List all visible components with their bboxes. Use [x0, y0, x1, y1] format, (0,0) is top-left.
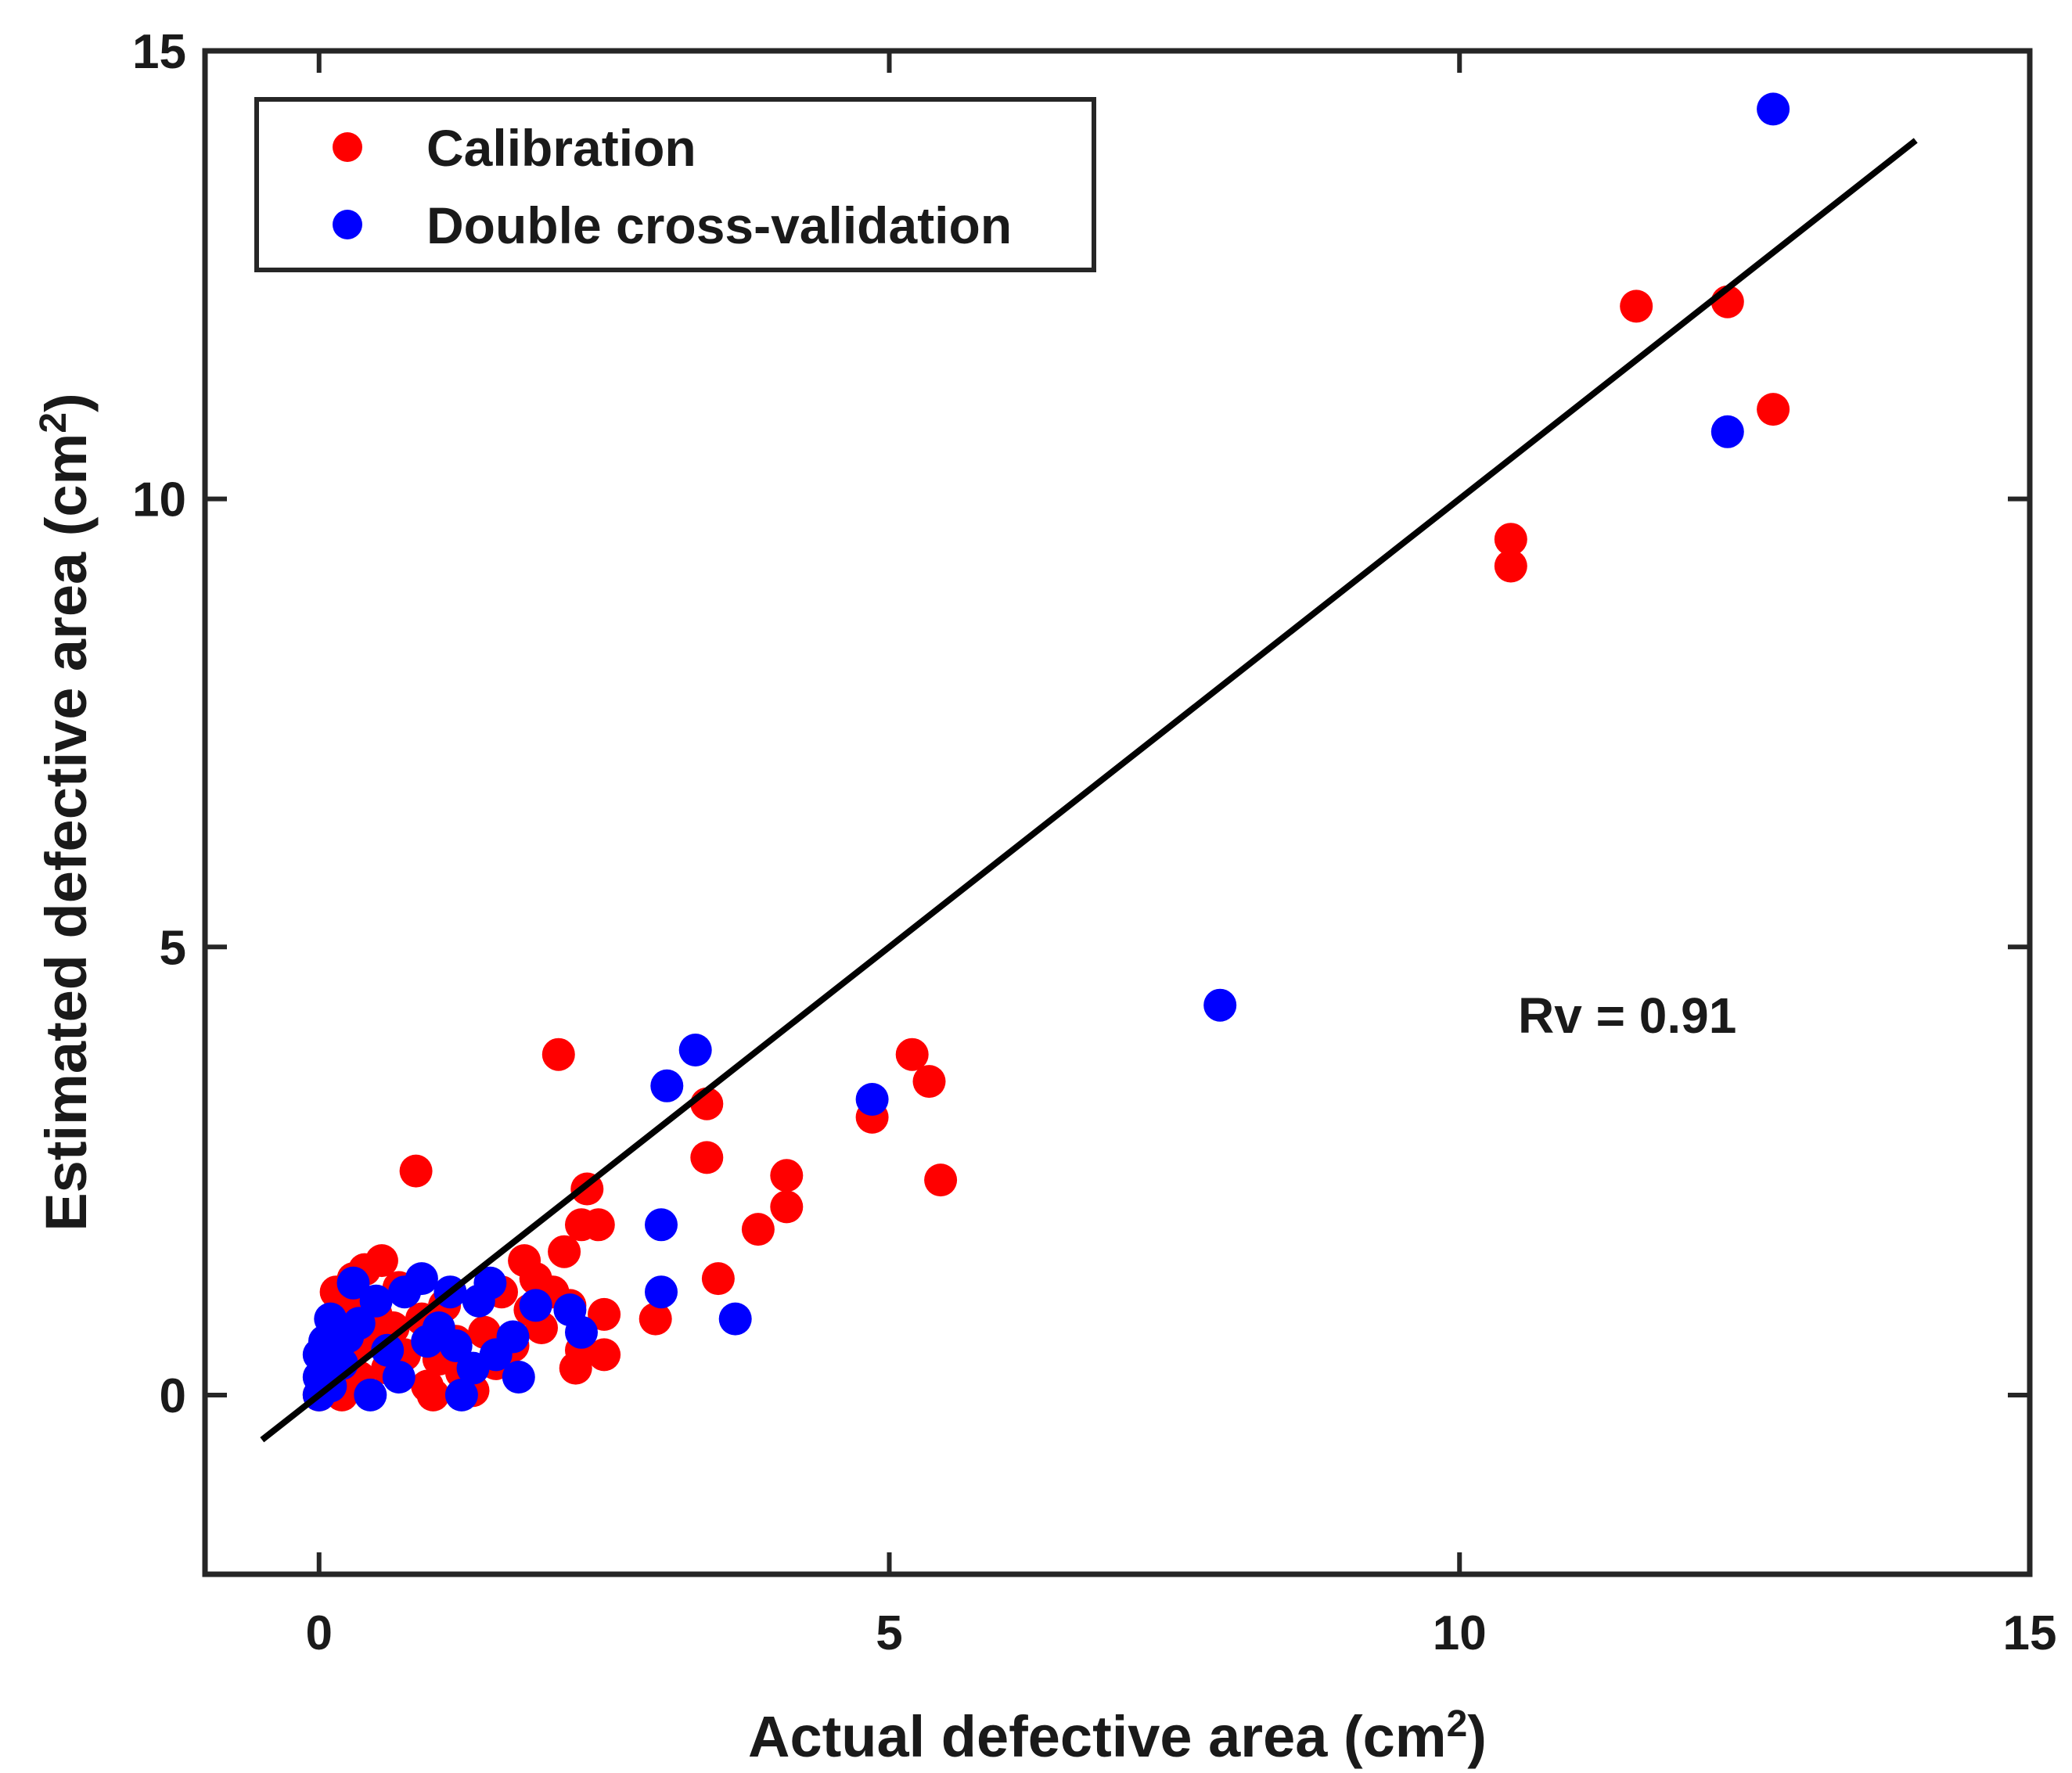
point-calibration: [1620, 290, 1653, 323]
plot-frame: [202, 48, 2033, 1577]
legend-label-double-cross-validation: Double cross-validation: [426, 196, 1012, 254]
fit-line: [260, 138, 1918, 1443]
legend-label-calibration: Calibration: [426, 119, 696, 177]
point-calibration: [701, 1262, 735, 1296]
point-double-cross-validation: [565, 1315, 598, 1349]
point-double-cross-validation: [496, 1320, 530, 1354]
point-calibration: [581, 1208, 615, 1242]
point-double-cross-validation: [718, 1302, 752, 1336]
point-double-cross-validation: [439, 1329, 473, 1362]
x-tick-label: 10: [1433, 1606, 1487, 1660]
point-calibration: [1494, 523, 1527, 556]
point-double-cross-validation: [444, 1378, 478, 1412]
point-calibration: [1494, 549, 1527, 583]
point-calibration: [770, 1190, 804, 1224]
point-calibration: [399, 1154, 433, 1188]
point-calibration: [541, 1038, 575, 1071]
point-double-cross-validation: [1203, 988, 1237, 1022]
legend-marker-calibration: [333, 132, 362, 162]
x-tick-label: 5: [876, 1606, 902, 1660]
point-double-cross-validation: [473, 1266, 507, 1300]
ticks-layer: 0 5 10 15 0 5 10 15: [132, 25, 2056, 1660]
x-tick-label: 15: [2003, 1606, 2057, 1660]
point-calibration: [416, 1378, 450, 1412]
point-double-cross-validation: [354, 1378, 387, 1412]
point-calibration: [365, 1244, 398, 1278]
point-calibration: [912, 1065, 946, 1099]
point-calibration: [639, 1302, 672, 1336]
points-layer: [302, 92, 1790, 1412]
point-double-cross-validation: [336, 1266, 370, 1300]
point-double-cross-validation: [1710, 415, 1744, 448]
x-tick-label: 0: [306, 1606, 333, 1660]
point-calibration: [690, 1141, 724, 1174]
point-calibration: [588, 1338, 621, 1372]
point-double-cross-validation: [371, 1333, 405, 1367]
point-double-cross-validation: [645, 1275, 678, 1309]
point-calibration: [741, 1213, 775, 1246]
point-double-cross-validation: [382, 1361, 415, 1394]
point-calibration: [895, 1038, 929, 1071]
point-double-cross-validation: [519, 1289, 552, 1322]
point-double-cross-validation: [405, 1262, 438, 1296]
point-double-cross-validation: [1757, 92, 1790, 126]
point-double-cross-validation: [342, 1307, 376, 1340]
point-calibration: [588, 1297, 621, 1331]
y-tick-label: 5: [160, 921, 186, 975]
legend-box: [254, 97, 1096, 272]
point-double-cross-validation: [359, 1284, 393, 1318]
y-axis-label: Estimated defective area (cm2): [33, 393, 99, 1231]
point-calibration: [548, 1235, 581, 1268]
x-axis-label: Actual defective area (cm2): [748, 1703, 1487, 1770]
y-tick-label: 10: [132, 473, 186, 527]
point-calibration: [924, 1163, 958, 1197]
legend: Calibration Double cross-validation: [254, 97, 1096, 272]
point-double-cross-validation: [650, 1069, 684, 1102]
point-double-cross-validation: [678, 1034, 712, 1066]
point-double-cross-validation: [502, 1361, 535, 1394]
legend-marker-double-cross-validation: [333, 210, 362, 239]
rv-annotation: Rv = 0.91: [1518, 987, 1736, 1044]
y-tick-label: 15: [132, 25, 186, 79]
point-calibration: [770, 1159, 804, 1192]
point-double-cross-validation: [645, 1208, 678, 1242]
y-tick-label: 0: [160, 1369, 186, 1423]
point-calibration: [1757, 393, 1790, 426]
point-double-cross-validation: [855, 1083, 889, 1116]
